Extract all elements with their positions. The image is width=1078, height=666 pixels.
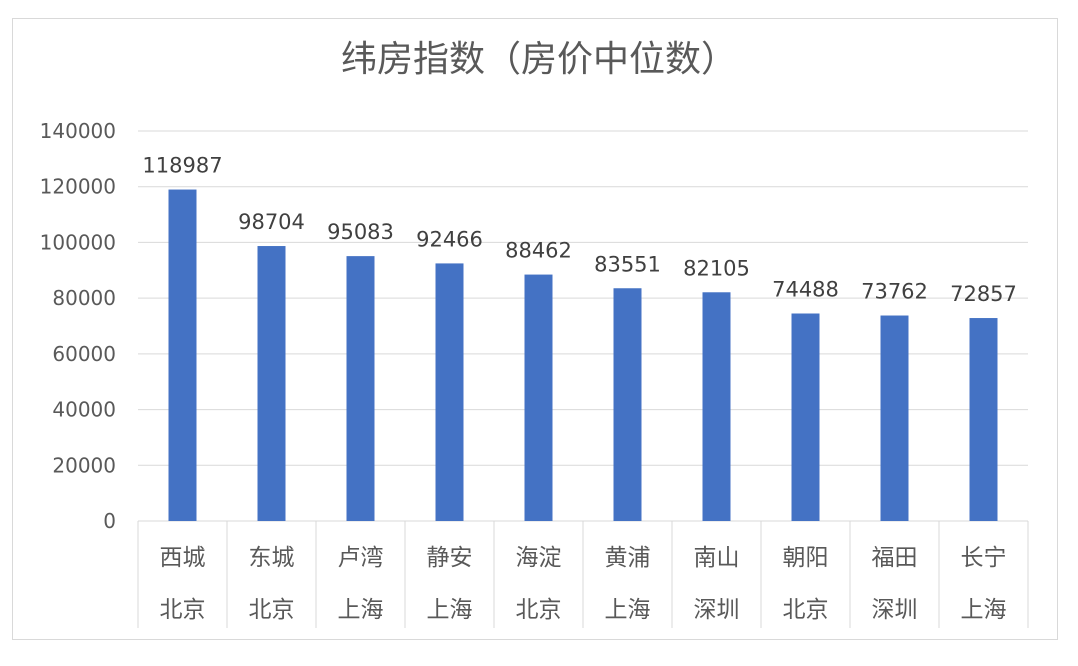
category-label-0-city: 北京 (160, 597, 206, 623)
data-label-4: 88462 (505, 239, 572, 263)
category-label-7-district: 朝阳 (783, 545, 829, 571)
bar-4 (524, 274, 553, 521)
data-label-7: 74488 (772, 277, 839, 301)
y-tick-label-100000: 100000 (40, 230, 116, 254)
category-label-5-district: 黄浦 (605, 545, 651, 571)
bar-2 (346, 256, 375, 521)
category-label-3-district: 静安 (427, 545, 473, 571)
bar-0 (168, 189, 197, 522)
category-label-6-city: 深圳 (694, 597, 740, 623)
category-label-1-district: 东城 (249, 545, 295, 571)
category-label-7-city: 北京 (783, 597, 829, 623)
bar-3 (435, 263, 464, 521)
category-label-1-city: 北京 (249, 597, 295, 623)
category-label-2-district: 卢湾 (338, 545, 384, 571)
data-label-5: 83551 (594, 252, 661, 276)
category-label-9-city: 上海 (961, 597, 1007, 623)
data-label-2: 95083 (327, 220, 394, 244)
bar-1 (257, 246, 286, 521)
bar-9 (969, 318, 998, 521)
category-label-4-city: 北京 (516, 597, 562, 623)
y-tick-label-20000: 20000 (52, 453, 116, 477)
bar-6 (702, 292, 731, 521)
data-label-8: 73762 (861, 280, 928, 304)
y-tick-label-140000: 140000 (40, 119, 116, 143)
data-label-1: 98704 (238, 210, 305, 234)
data-label-0: 118987 (142, 154, 222, 178)
data-label-6: 82105 (683, 256, 750, 280)
category-label-5-city: 上海 (605, 597, 651, 623)
chart-title: 纬房指数（房价中位数） (340, 39, 737, 80)
bar-7 (791, 313, 820, 521)
category-label-4-district: 海淀 (516, 545, 562, 571)
category-label-3-city: 上海 (427, 597, 473, 623)
y-tick-label-40000: 40000 (52, 398, 116, 422)
y-tick-label-0: 0 (103, 509, 116, 533)
y-tick-label-60000: 60000 (52, 342, 116, 366)
data-label-3: 92466 (416, 227, 483, 251)
category-label-2-city: 上海 (338, 597, 384, 623)
bar-8 (880, 315, 909, 521)
category-label-8-city: 深圳 (872, 597, 918, 623)
bar-5 (613, 288, 642, 521)
category-label-0-district: 西城 (160, 545, 206, 571)
data-label-9: 72857 (950, 282, 1017, 306)
category-label-6-district: 南山 (694, 545, 740, 571)
category-label-9-district: 长宁 (961, 545, 1007, 571)
y-tick-label-80000: 80000 (52, 286, 116, 310)
y-tick-label-120000: 120000 (40, 175, 116, 199)
category-label-8-district: 福田 (872, 545, 918, 571)
